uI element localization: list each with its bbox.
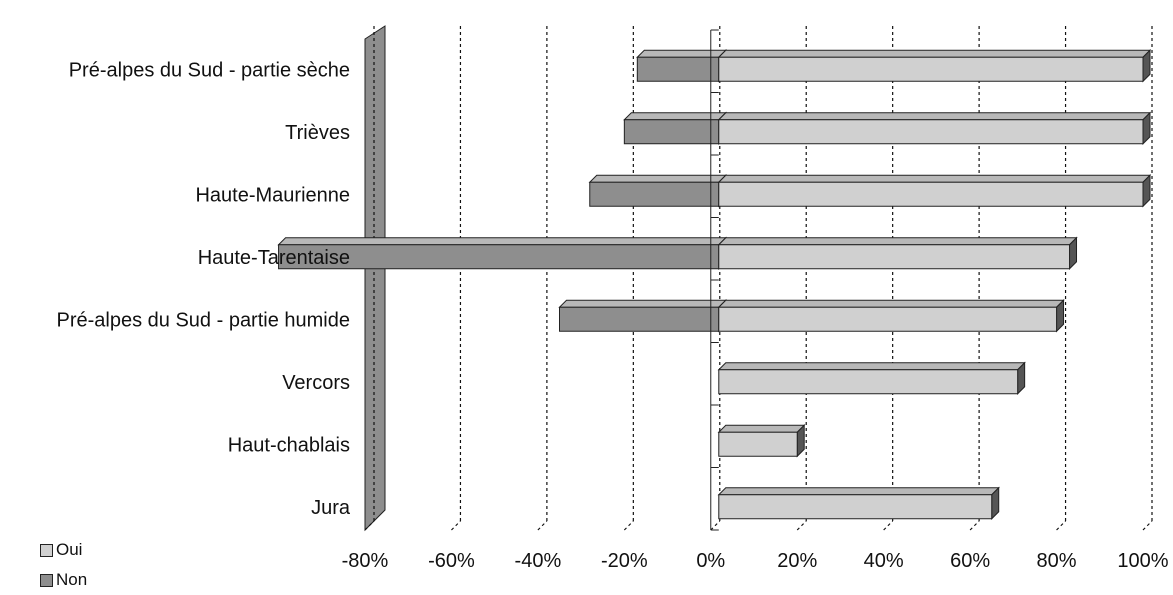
bar-oui-1 (717, 49, 1152, 83)
category-label: Vercors (282, 372, 350, 394)
gridline-depth (537, 520, 548, 531)
bar-oui-4-top (717, 237, 1078, 246)
x-tick-label: 20% (777, 550, 817, 572)
bar-non-5-front (559, 306, 720, 332)
bar-oui-2 (717, 111, 1152, 145)
category-label: Haute-Maurienne (195, 184, 350, 206)
x-tick-label: 100% (1117, 550, 1168, 572)
gridline-depth (1056, 520, 1066, 531)
bar-oui-4-front (718, 244, 1071, 270)
bar-oui-7-front (718, 431, 798, 457)
gridline-depth (451, 520, 461, 531)
category-label: Trièves (285, 122, 350, 144)
bar-oui-6-top (717, 362, 1026, 371)
chart-walls (364, 25, 386, 532)
bar-oui-5-front (718, 306, 1058, 332)
bar-oui-7-top (717, 424, 806, 433)
bar-oui-2-top (717, 112, 1152, 121)
x-tick-label: -80% (342, 550, 389, 572)
bar-oui-8-front (718, 494, 993, 520)
gridline-depth (623, 520, 634, 531)
bar-oui-3 (717, 174, 1152, 208)
legend-item-non: Non (40, 565, 87, 595)
x-tick-label: -20% (601, 550, 648, 572)
bar-oui-1-top (717, 49, 1152, 58)
x-axis: -80% -60% -40% -20% 0% 20% 40% 60% 80% 100% (342, 550, 1169, 572)
bar-oui-8-top (717, 487, 1000, 496)
category-label: Haute-Tarentaise (198, 247, 350, 269)
bars (277, 49, 1152, 520)
bar-oui-8 (717, 486, 1000, 520)
x-tick-label: -60% (428, 550, 475, 572)
legend-swatch-non (40, 573, 53, 587)
y-axis: Pré-alpes du Sud - partie sèche Trièves Ha… (57, 29, 719, 531)
x-tick-label: 40% (864, 550, 904, 572)
bar-non-1-front (636, 56, 720, 82)
bar-oui-5 (717, 299, 1065, 333)
bar-oui-3-front (718, 181, 1144, 207)
gridlines (364, 26, 1153, 531)
gridline-depth (969, 520, 980, 531)
bar-non-3-front (589, 181, 720, 207)
bar-non-5-top (558, 299, 727, 308)
bar-oui-4 (717, 236, 1078, 270)
gridline-depth (796, 520, 807, 531)
gridline-depth (710, 520, 721, 531)
bar-non-4-front (278, 244, 720, 270)
category-label: Haut-chablais (228, 434, 350, 456)
gridline-depth (1142, 520, 1153, 531)
x-tick-label: -40% (515, 550, 562, 572)
gridline-depth (883, 520, 894, 531)
bar-non-1 (636, 49, 727, 83)
legend-label-non: Non (56, 570, 88, 589)
bar-non-3 (588, 174, 727, 208)
bar-non-2-front (623, 119, 720, 145)
bar-oui-1-front (718, 56, 1144, 82)
bar-oui-6 (717, 361, 1026, 395)
x-tick-label: 60% (950, 550, 990, 572)
x-tick-label: 80% (1037, 550, 1077, 572)
legend-item-oui: Oui (40, 535, 87, 565)
legend-swatch-oui (40, 543, 53, 557)
left-wall (364, 25, 386, 532)
category-label: Jura (311, 497, 351, 519)
category-label: Pré-alpes du Sud - partie sèche (69, 59, 350, 81)
bar-non-1-top (636, 49, 727, 58)
bar-non-4 (277, 236, 727, 270)
bar-non-4-top (277, 237, 727, 246)
bar-oui-3-top (717, 174, 1152, 183)
x-tick-label: 0% (696, 550, 725, 572)
bar-non-5 (558, 299, 727, 333)
bar-oui-7 (717, 424, 806, 458)
category-label: Pré-alpes du Sud - partie humide (57, 309, 351, 331)
bar-oui-5-top (717, 299, 1065, 308)
bar-non-3-top (588, 174, 727, 183)
bar-oui-6-front (718, 369, 1019, 395)
legend: Oui Non (40, 535, 87, 595)
legend-label-oui: Oui (56, 540, 83, 559)
bar-oui-2-front (718, 119, 1144, 145)
gridline-depth (364, 520, 375, 531)
